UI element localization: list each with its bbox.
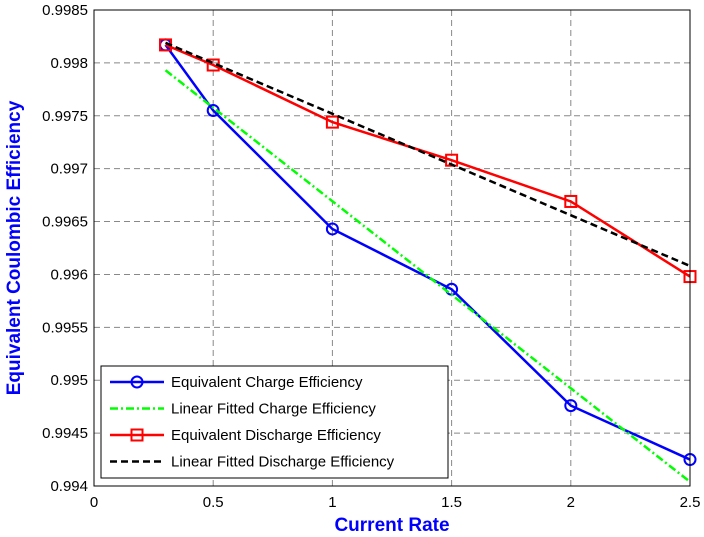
y-tick-label: 0.994 bbox=[50, 478, 88, 495]
y-tick-label: 0.996 bbox=[50, 266, 88, 283]
data-point bbox=[325, 222, 339, 236]
y-tick-label: 0.997 bbox=[50, 161, 88, 178]
x-tick-label: 2 bbox=[567, 494, 575, 511]
data-point bbox=[130, 375, 144, 389]
data-point bbox=[564, 399, 578, 413]
data-point bbox=[130, 428, 144, 442]
legend-entry: Linear Fitted Discharge Efficiency bbox=[110, 454, 395, 471]
legend-entry: Linear Fitted Charge Efficiency bbox=[110, 401, 376, 418]
series-line bbox=[165, 41, 691, 268]
y-tick-label: 0.995 bbox=[50, 372, 88, 389]
x-tick-label: 0 bbox=[90, 494, 98, 511]
legend-label: Equivalent Charge Efficiency bbox=[171, 374, 363, 391]
x-tick-label: 0.5 bbox=[203, 494, 224, 511]
legend: Equivalent Charge Efficiency Linear Fitte… bbox=[100, 365, 449, 479]
y-tick-label: 0.9955 bbox=[42, 319, 88, 336]
legend-label: Linear Fitted Charge Efficiency bbox=[171, 401, 376, 418]
legend-label: Equivalent Discharge Efficiency bbox=[171, 427, 381, 444]
legend-entry: Equivalent Discharge Efficiency bbox=[110, 427, 381, 444]
y-axis-label: Equivalent Coulombic Efficiency bbox=[4, 100, 25, 395]
series-line bbox=[164, 44, 691, 461]
y-tick-label: 0.998 bbox=[50, 55, 88, 72]
data-point bbox=[564, 194, 578, 208]
legend-label: Linear Fitted Discharge Efficiency bbox=[171, 454, 395, 471]
tick-labels: 0 0.5 1 1.5 2 2.5 0.994 0.9945 0.995 0.9955 0.996 0… bbox=[42, 2, 700, 511]
series-line bbox=[165, 43, 691, 278]
y-tick-label: 0.9945 bbox=[42, 425, 88, 442]
x-tick-label: 1.5 bbox=[441, 494, 462, 511]
series-line bbox=[164, 69, 691, 483]
plot-frame bbox=[93, 9, 691, 487]
y-tick-label: 0.9975 bbox=[42, 108, 88, 125]
x-tick-label: 2.5 bbox=[680, 494, 701, 511]
x-tick-label: 1 bbox=[328, 494, 336, 511]
series-layer bbox=[159, 38, 697, 483]
legend-entry: Equivalent Charge Efficiency bbox=[110, 374, 363, 391]
series-1 bbox=[164, 69, 691, 483]
x-axis-label: Current Rate bbox=[334, 515, 449, 536]
legend-box bbox=[100, 365, 449, 479]
y-tick-label: 0.9965 bbox=[42, 214, 88, 231]
y-tick-label: 0.9985 bbox=[42, 2, 88, 19]
series-3 bbox=[165, 41, 691, 268]
data-point bbox=[325, 115, 339, 129]
